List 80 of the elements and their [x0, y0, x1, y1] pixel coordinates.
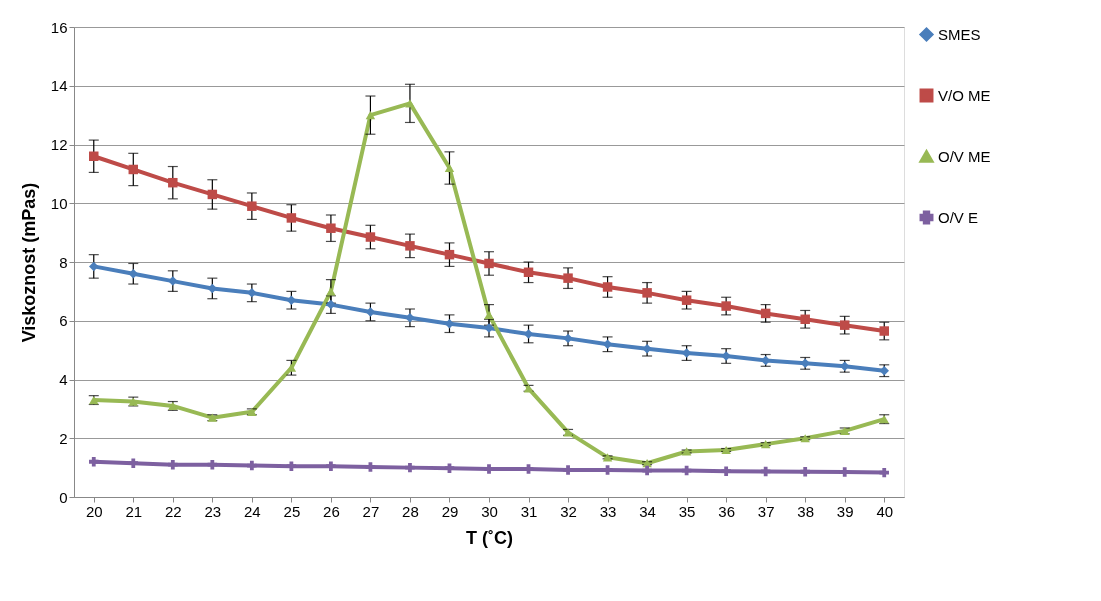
y-tick-label: 16	[50, 18, 68, 36]
x-tick-label: 24	[244, 502, 261, 520]
x-tick-label: 28	[402, 502, 419, 520]
point	[89, 151, 99, 161]
point	[168, 177, 178, 188]
point	[247, 460, 257, 471]
x-tick-label: 36	[718, 502, 735, 520]
x-tick-label: 29	[441, 502, 459, 520]
point	[800, 466, 810, 477]
point	[839, 320, 850, 330]
point	[405, 462, 415, 473]
y-tick-label: 10	[50, 194, 68, 212]
point	[128, 458, 139, 468]
legend-label: O/V ME	[938, 147, 991, 165]
point	[89, 261, 99, 272]
point	[602, 282, 613, 292]
x-tick-label: 31	[520, 502, 538, 520]
point	[247, 201, 257, 211]
x-tick-label: 25	[283, 502, 301, 520]
point	[168, 459, 178, 470]
x-tick-label: 21	[125, 502, 143, 520]
point	[168, 276, 178, 286]
x-tick-label: 23	[204, 502, 222, 520]
point	[484, 323, 494, 333]
legend-label: SMES	[938, 25, 981, 43]
point	[247, 288, 257, 298]
x-tick-label: 38	[797, 502, 815, 520]
point	[879, 467, 889, 478]
legend-label: V/O ME	[938, 86, 991, 104]
x-axis-title: T (˚C)	[466, 527, 513, 548]
x-tick-label: 20	[85, 502, 103, 520]
point	[207, 189, 218, 200]
x-tick-label: 26	[323, 502, 340, 520]
point	[721, 466, 731, 476]
point	[405, 99, 415, 108]
point	[721, 301, 731, 311]
x-tick-label: 37	[757, 502, 775, 520]
x-tick-label: 39	[836, 502, 854, 520]
point	[89, 457, 99, 467]
point	[444, 249, 455, 260]
point	[642, 288, 652, 298]
point	[523, 267, 534, 278]
y-tick-label: 2	[59, 429, 68, 447]
point	[484, 310, 494, 319]
x-tick-label: 40	[876, 502, 894, 520]
x-tick-label: 35	[678, 502, 696, 520]
x-tick-label: 30	[481, 502, 498, 520]
y-tick-label: 4	[59, 371, 68, 388]
point	[484, 258, 494, 269]
point	[326, 299, 336, 310]
y-axis-title: Viskoznost (mPas)	[18, 182, 39, 343]
y-tick-label: 0	[59, 488, 68, 506]
y-tick-label: 14	[50, 77, 68, 95]
point	[365, 232, 376, 242]
point	[286, 461, 297, 471]
point	[128, 164, 139, 175]
point	[800, 314, 810, 325]
point	[365, 111, 376, 120]
y-tick-label: 12	[50, 136, 68, 153]
point	[326, 223, 336, 233]
point	[365, 462, 376, 472]
point	[286, 213, 297, 223]
point	[444, 163, 455, 173]
x-tick-label: 32	[560, 502, 577, 520]
x-tick-label: 27	[362, 502, 380, 520]
point	[405, 241, 415, 251]
point	[563, 273, 573, 283]
point	[879, 326, 889, 336]
point	[642, 465, 652, 476]
point	[760, 308, 771, 319]
y-tick-label: 6	[59, 312, 68, 330]
point	[681, 295, 692, 305]
point	[326, 461, 336, 471]
y-tick-label: 8	[59, 253, 68, 271]
point	[444, 463, 455, 473]
x-tick-label: 22	[164, 502, 182, 520]
point	[207, 459, 218, 470]
x-tick-label: 33	[599, 502, 617, 520]
legend-label: O/V E	[938, 208, 979, 226]
x-tick-label: 34	[639, 502, 656, 520]
